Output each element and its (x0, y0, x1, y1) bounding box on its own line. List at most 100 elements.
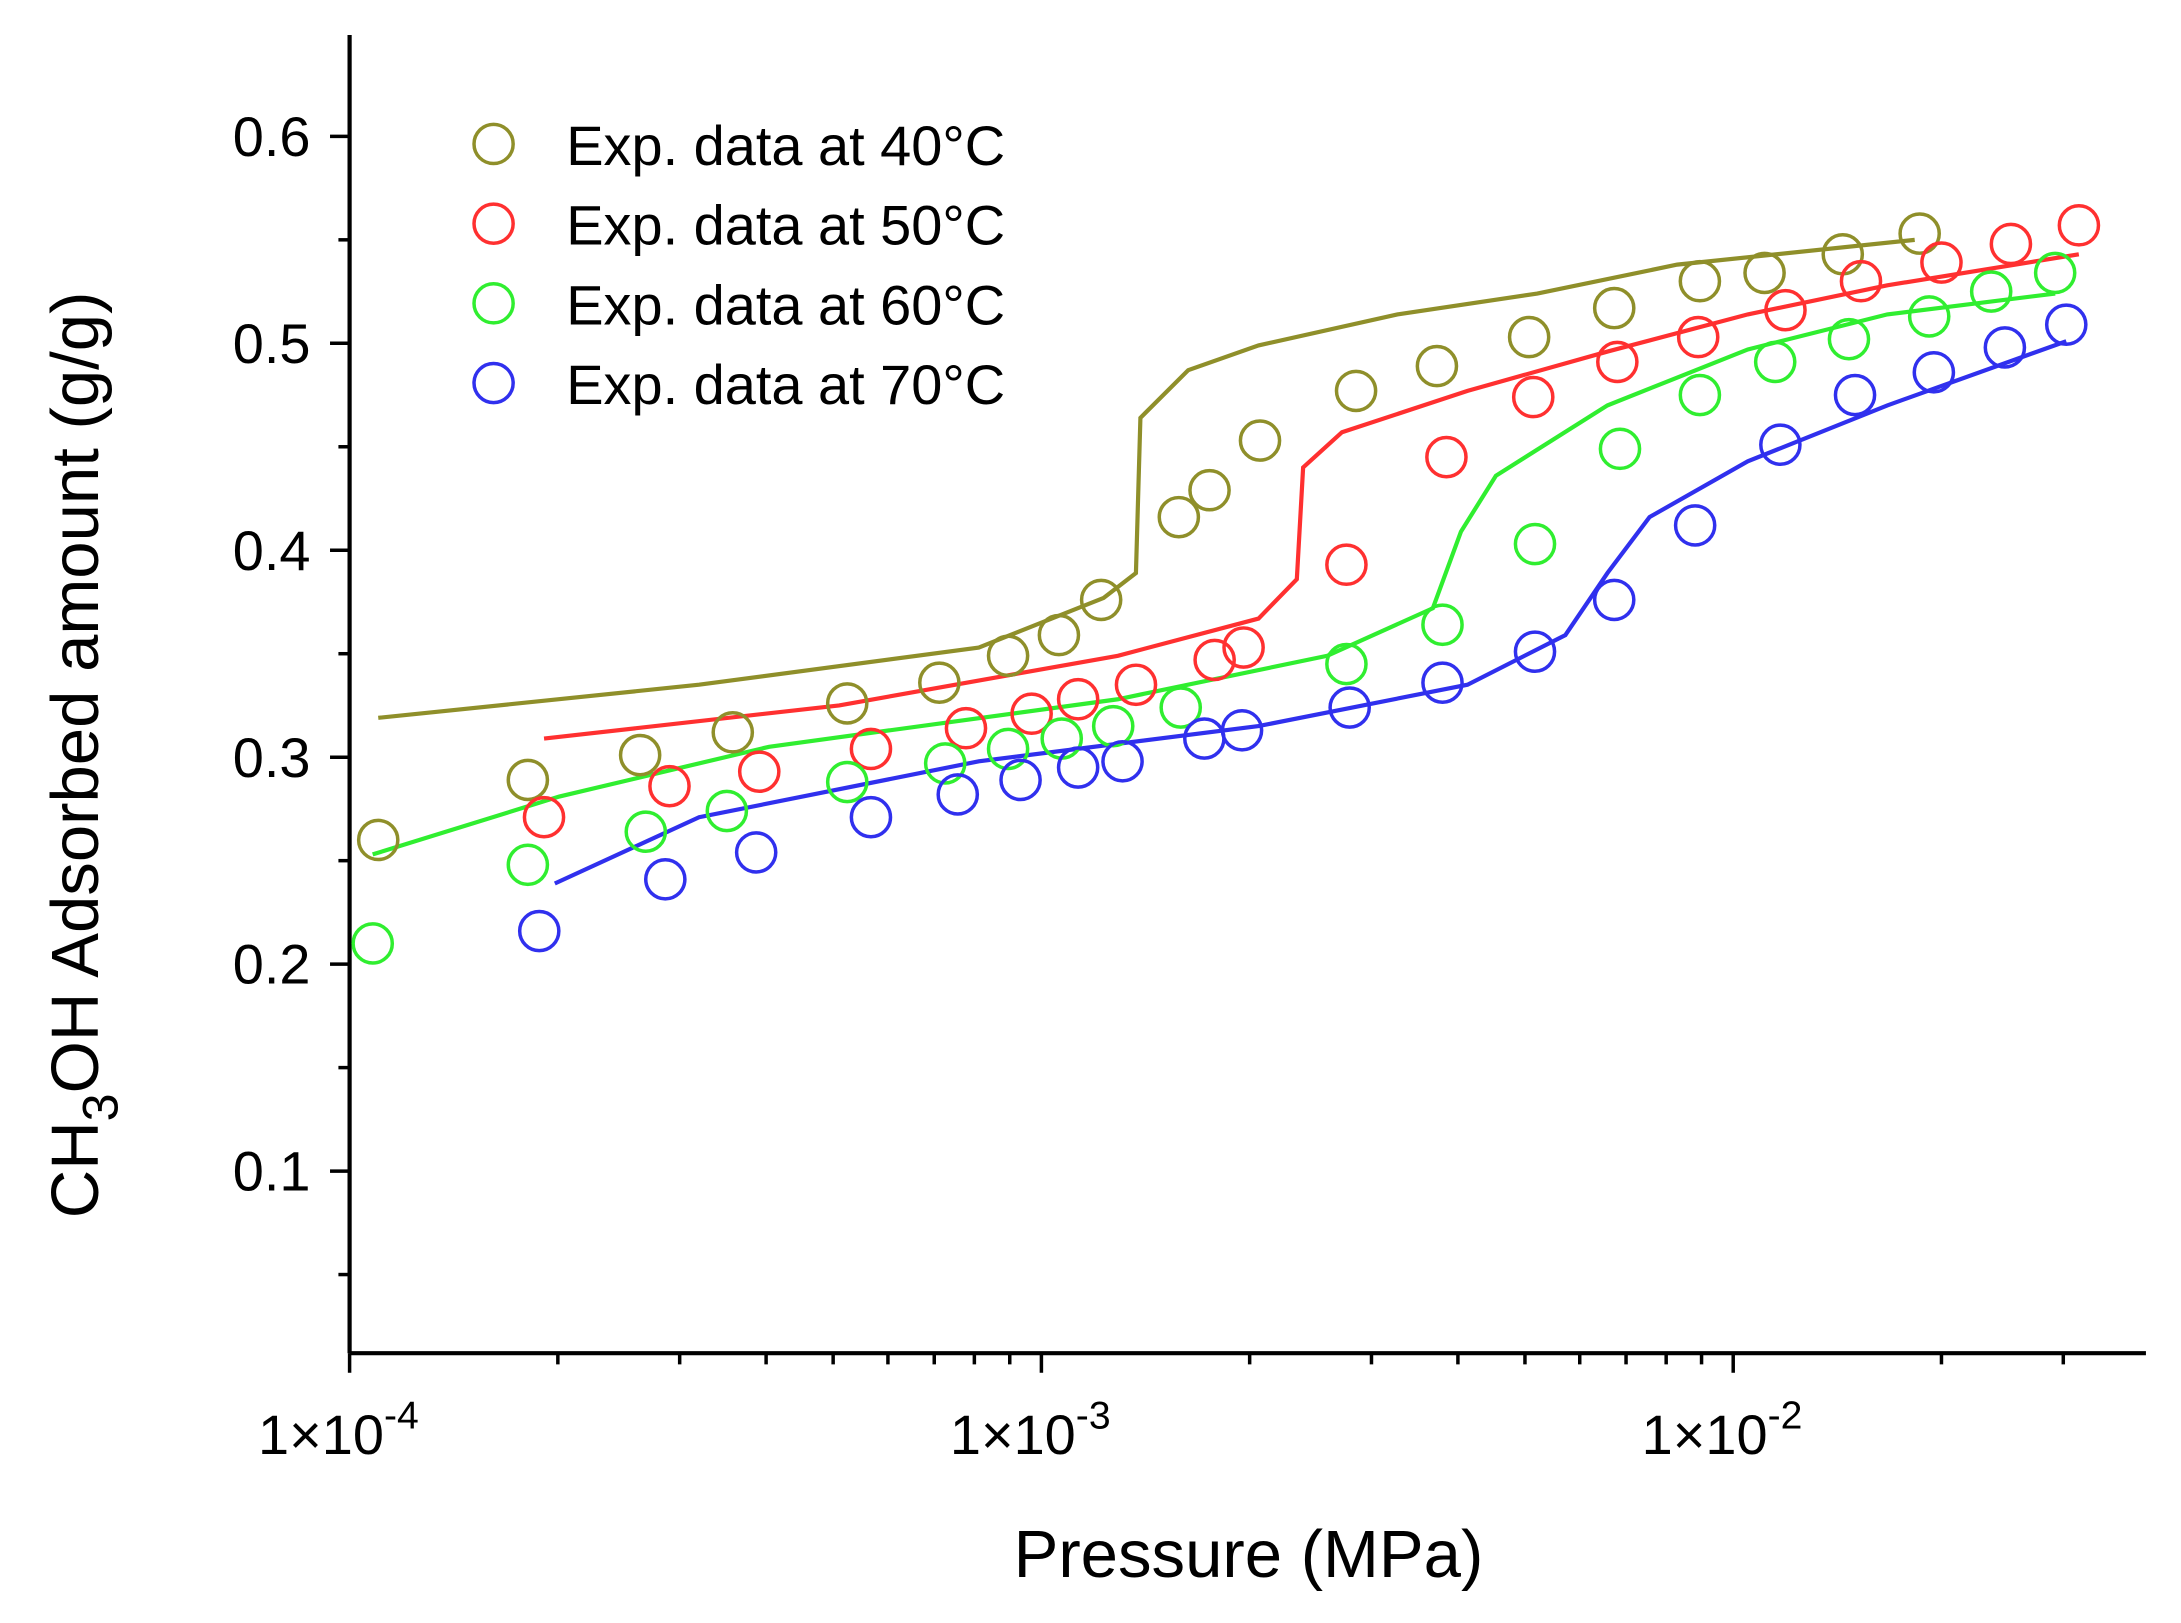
data-point (986, 727, 1030, 771)
data-point (1743, 251, 1786, 295)
legend-marker (472, 202, 515, 245)
data-point (1328, 686, 1371, 729)
data-point (351, 922, 395, 965)
data-point (1157, 495, 1201, 539)
data-point (944, 706, 988, 750)
y-tick-label: 0.2 (233, 933, 311, 996)
data-point (1056, 677, 1100, 721)
data-point (918, 661, 961, 705)
data-point (1678, 373, 1722, 417)
x-tick-label: 1×10-2 (1642, 1395, 1803, 1466)
data-point (1421, 603, 1464, 647)
legend-label: Exp. data at 40°C (566, 114, 1005, 177)
data-point (705, 789, 749, 833)
data-point (506, 758, 550, 802)
data-point (1592, 578, 1636, 622)
data-point (1596, 340, 1639, 384)
data-point (1907, 295, 1951, 338)
data-point (1334, 369, 1378, 413)
data-point (936, 773, 980, 816)
data-point (1415, 344, 1459, 388)
data-point (1421, 661, 1464, 705)
x-tick-exp: -3 (1076, 1395, 1111, 1438)
data-point (711, 711, 755, 754)
data-point (1827, 317, 1871, 361)
legend-marker (472, 282, 515, 325)
data-points (351, 204, 2101, 965)
data-point (1325, 642, 1368, 686)
data-point (648, 764, 691, 808)
data-point (825, 760, 869, 804)
legend: Exp. data at 40°C Exp. data at 50°C Exp. d… (472, 114, 1005, 416)
data-point (1114, 663, 1158, 707)
axes: 0.10.20.30.40.50.61×10-4 1×10-3 1×10-2 (233, 34, 2146, 1466)
legend-marker (472, 122, 515, 166)
data-point (1220, 708, 1264, 752)
legend-label: Exp. data at 60°C (566, 273, 1005, 336)
data-point (923, 742, 967, 785)
y-tick-label: 0.6 (233, 105, 311, 168)
y-label-sub: 3 (72, 1093, 129, 1121)
legend-label: Exp. data at 70°C (566, 353, 1005, 416)
data-point (1511, 375, 1555, 419)
data-point (1969, 270, 2013, 313)
x-tick-base: 1×10 (950, 1403, 1076, 1466)
data-point (1839, 259, 1883, 303)
data-point (618, 733, 662, 777)
fit-line-50c (543, 252, 2080, 741)
data-point (1983, 326, 2027, 369)
data-point (1678, 259, 1722, 303)
data-point (1753, 340, 1797, 384)
data-point (1101, 740, 1144, 783)
fit-lines (372, 237, 2080, 886)
data-point (2033, 251, 2077, 295)
y-axis-label: CH3OH Adsorbed amount (g/g) (38, 292, 129, 1219)
x-tick-base: 1×10 (258, 1403, 384, 1466)
data-point (1193, 638, 1236, 682)
data-point (986, 634, 1030, 678)
data-point (2057, 204, 2101, 247)
data-point (1222, 626, 1265, 669)
data-point (643, 857, 687, 901)
data-point (1513, 522, 1557, 566)
data-point (1833, 373, 1877, 417)
data-point (1507, 315, 1551, 359)
data-point (1188, 468, 1231, 512)
y-label-pre: CH (38, 1121, 113, 1218)
data-point (1513, 630, 1557, 673)
data-point (1325, 543, 1368, 587)
data-point (1079, 578, 1123, 622)
y-tick-label: 0.4 (233, 519, 311, 582)
data-point (2044, 303, 2088, 346)
data-point (999, 758, 1042, 802)
x-axis-label: Pressure (MPa) (1014, 1517, 1484, 1592)
x-tick-label: 1×10-3 (950, 1395, 1111, 1466)
data-point (1592, 286, 1636, 330)
data-point (1091, 704, 1135, 748)
data-point (1912, 350, 1956, 394)
y-tick-label: 0.5 (233, 312, 311, 375)
fit-line-40c (378, 237, 1915, 720)
data-point (1056, 746, 1100, 789)
data-point (849, 727, 893, 771)
data-point (1673, 504, 1717, 547)
data-point (1037, 613, 1081, 657)
data-point (1764, 288, 1807, 332)
data-point (734, 831, 778, 874)
y-tick-label: 0.1 (233, 1140, 311, 1203)
x-tick-base: 1×10 (1642, 1403, 1768, 1466)
data-point (1238, 419, 1282, 462)
x-tick-exp: -2 (1768, 1395, 1803, 1438)
data-point (825, 682, 869, 725)
data-point (849, 795, 893, 839)
data-point (1920, 241, 1963, 284)
data-point (1676, 315, 1720, 359)
x-tick-label: 1×10-4 (258, 1395, 419, 1466)
data-point (1183, 717, 1226, 760)
data-point (1989, 222, 2033, 266)
data-point (1159, 686, 1203, 729)
data-point (1010, 692, 1053, 736)
data-point (737, 750, 781, 793)
data-point (522, 795, 566, 839)
